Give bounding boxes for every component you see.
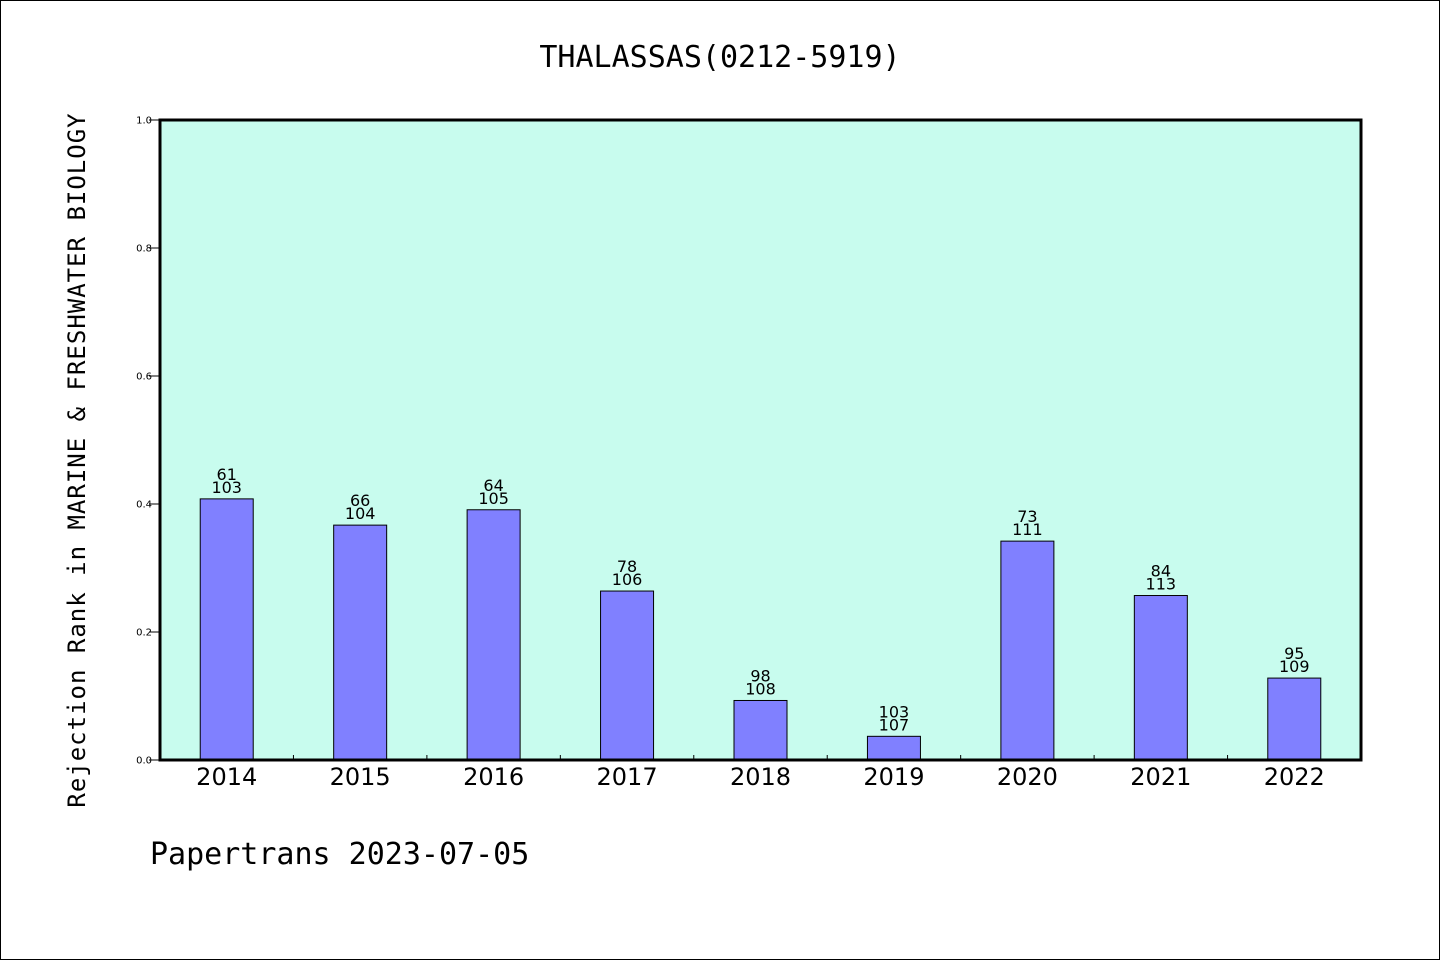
y-tick-label: 0.4 bbox=[136, 500, 152, 511]
y-tick-label: 0.2 bbox=[136, 628, 152, 639]
bar bbox=[333, 524, 388, 761]
x-tick-label: 2022 bbox=[1264, 763, 1325, 791]
bar bbox=[1000, 540, 1055, 761]
bar bbox=[466, 509, 521, 761]
bar-label-top: 64 bbox=[483, 476, 503, 495]
x-tick-label: 2017 bbox=[597, 763, 658, 791]
bar-label-bottom: 107 bbox=[879, 715, 910, 734]
bar-label-bottom: 109 bbox=[1279, 657, 1310, 676]
bar bbox=[600, 590, 655, 761]
x-tick-label: 2018 bbox=[730, 763, 791, 791]
bar-label-top: 73 bbox=[1017, 507, 1037, 526]
x-tick-label: 2016 bbox=[463, 763, 524, 791]
bar-label-bottom: 104 bbox=[345, 504, 376, 523]
bar-label-top: 98 bbox=[750, 666, 770, 685]
bar-series: 6110366104641057810698108103107731118411… bbox=[199, 465, 1322, 761]
x-tick-label: 2021 bbox=[1130, 763, 1191, 791]
bar-label-bottom: 105 bbox=[478, 489, 509, 508]
bar-label-bottom: 103 bbox=[211, 478, 242, 497]
bar-label-bottom: 106 bbox=[612, 570, 643, 589]
bar-label-bottom: 108 bbox=[745, 679, 776, 698]
bar bbox=[1133, 595, 1188, 761]
plot-border bbox=[158, 118, 1363, 762]
y-tick-label: 0.8 bbox=[136, 244, 152, 255]
y-axis: 0.0 0.2 0.4 0.6 0.8 1.0 bbox=[136, 116, 160, 767]
bar bbox=[866, 735, 921, 761]
y-tick-label: 0.6 bbox=[136, 372, 152, 383]
x-tick-label: 2014 bbox=[196, 763, 257, 791]
x-tick-label: 2020 bbox=[997, 763, 1058, 791]
y-tick-label: 1.0 bbox=[136, 116, 152, 127]
chart-title: THALASSAS(0212-5919) bbox=[539, 40, 900, 75]
bar-label-top: 78 bbox=[617, 557, 637, 576]
bar-label-top: 66 bbox=[350, 491, 370, 510]
x-tick-label: 2019 bbox=[863, 763, 924, 791]
x-axis: 2014 2015 2016 2017 2018 2019 2020 2021 2022 bbox=[196, 755, 1325, 791]
x-tick-label: 2015 bbox=[330, 763, 391, 791]
bar-label-top: 84 bbox=[1151, 562, 1171, 581]
bar-label-bottom: 111 bbox=[1012, 520, 1043, 539]
bar bbox=[733, 699, 788, 761]
bar bbox=[1267, 677, 1322, 761]
y-tick-label: 0.0 bbox=[136, 756, 152, 767]
bar-label-top: 103 bbox=[879, 702, 910, 721]
y-axis-label: Rejection Rank in MARINE & FRESHWATER BI… bbox=[63, 112, 91, 807]
bar bbox=[199, 498, 254, 761]
bar-label-top: 61 bbox=[217, 465, 237, 484]
bar-label-top: 95 bbox=[1284, 644, 1304, 663]
bar-label-bottom: 113 bbox=[1146, 575, 1177, 594]
footer-credit: Papertrans 2023-07-05 bbox=[150, 837, 529, 872]
